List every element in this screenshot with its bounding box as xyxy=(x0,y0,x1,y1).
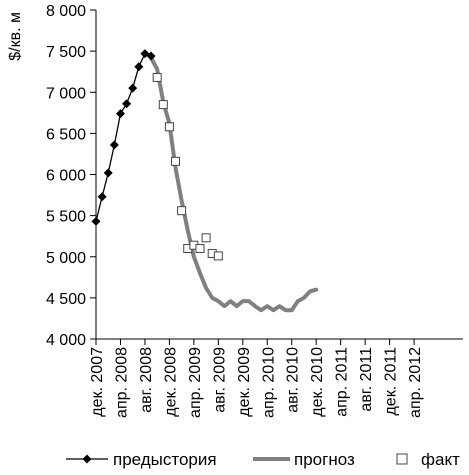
x-tick-label: дек. 2011 xyxy=(383,347,400,416)
series-line-forecast xyxy=(149,55,319,313)
point-history xyxy=(122,99,132,109)
x-tick-label: апр. 2010 xyxy=(260,347,277,418)
x-ticks: дек. 2007 апр. 2008 авг. 2008 дек. 2008 апр.… xyxy=(89,339,424,418)
x-tick-label: апр. 2011 xyxy=(334,347,351,417)
legend-forecast-label: прогноз xyxy=(294,450,355,469)
x-tick-label: авг. 2011 xyxy=(358,347,375,412)
y-tick-label: 5 000 xyxy=(46,250,86,267)
point-history xyxy=(97,192,107,202)
x-tick-label: авг. 2008 xyxy=(138,347,155,413)
point-history xyxy=(128,83,138,93)
x-tick-label: апр. 2008 xyxy=(113,347,130,418)
y-tick-label: 4 500 xyxy=(46,291,86,308)
y-axis-label: $/кв. м xyxy=(7,12,24,61)
y-ticks: 4 000 4 500 5 000 5 500 6 000 6 500 7 000 7 500… xyxy=(46,3,96,349)
point-history xyxy=(146,51,156,61)
point-fact xyxy=(213,251,223,261)
x-tick-label: дек. 2007 xyxy=(89,347,106,417)
series-layer xyxy=(91,49,319,313)
legend-history-marker xyxy=(82,454,92,464)
point-fact xyxy=(164,122,174,132)
point-history xyxy=(134,62,144,72)
legend: предыстория прогноз факт xyxy=(66,450,460,469)
y-tick-label: 8 000 xyxy=(46,3,86,20)
legend-fact-marker xyxy=(396,453,408,465)
x-tick-label: апр. 2009 xyxy=(187,347,204,418)
y-tick-label: 5 500 xyxy=(46,209,86,226)
x-tick-label: дек. 2009 xyxy=(236,347,253,417)
point-fact xyxy=(158,100,168,110)
x-tick-label: авг. 2010 xyxy=(285,347,302,413)
point-fact xyxy=(195,244,205,254)
point-fact xyxy=(152,72,162,82)
point-history xyxy=(109,140,119,150)
y-tick-label: 6 500 xyxy=(46,126,86,143)
x-tick-label: апр. 2012 xyxy=(407,347,424,418)
x-tick-label: дек. 2008 xyxy=(162,347,179,417)
legend-fact-label: факт xyxy=(421,450,460,469)
legend-history-label: предыстория xyxy=(113,450,217,469)
y-tick-label: 7 000 xyxy=(46,85,86,102)
point-history xyxy=(103,168,113,178)
point-fact xyxy=(201,233,211,243)
point-fact xyxy=(177,206,187,216)
y-tick-label: 7 500 xyxy=(46,44,86,61)
point-fact xyxy=(171,156,181,166)
series-line-history xyxy=(95,52,152,222)
x-tick-label: авг. 2009 xyxy=(211,347,228,413)
x-tick-label: дек. 2010 xyxy=(309,347,326,417)
y-tick-label: 4 000 xyxy=(46,332,86,349)
point-history xyxy=(91,216,101,226)
point-history xyxy=(115,109,125,119)
y-tick-label: 6 000 xyxy=(46,168,86,185)
